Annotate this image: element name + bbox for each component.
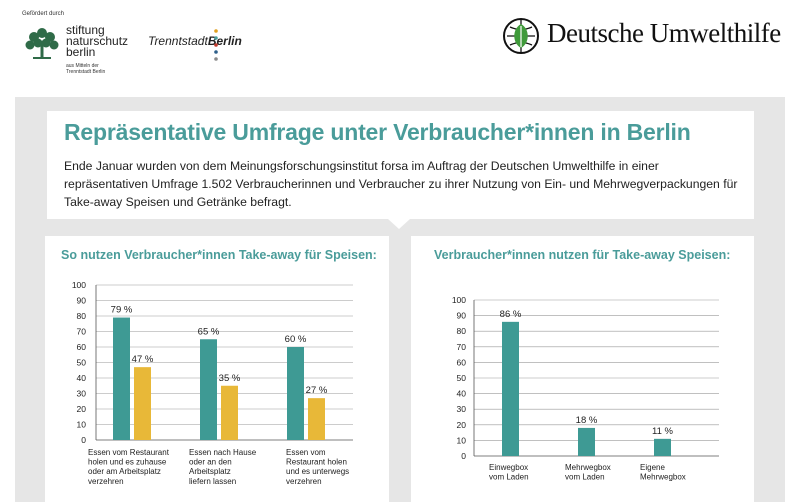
chart-title-usage: So nutzen Verbraucher*innen Take-away fü… — [61, 248, 377, 262]
y-tick-label: 70 — [77, 327, 87, 337]
bar — [654, 438, 671, 456]
trenntstadt-dot — [214, 36, 218, 40]
trenntstadt-prefix: Trenntstadt — [148, 34, 208, 48]
trenntstadt-dot — [214, 50, 218, 54]
category-label: Essen nach Hause oder an den Arbeitsplatz l… — [189, 448, 257, 486]
globe-leaf-logo-icon — [503, 18, 539, 54]
bar — [200, 339, 217, 440]
y-tick-label: 70 — [457, 342, 467, 352]
tree-logo-icon — [25, 28, 59, 59]
header: Gefördert durch stiftung naturschutz ber… — [0, 0, 800, 96]
category-label: Essen vom Restaurant holen und es zuhause… — [88, 448, 170, 486]
chart-card-packaging — [411, 236, 754, 502]
y-tick-label: 0 — [81, 435, 86, 445]
duh-wordmark: Deutsche Umwelthilfe — [547, 18, 781, 48]
y-tick-label: 50 — [457, 373, 467, 383]
bar-value-label: 27 % — [306, 385, 328, 396]
bar — [221, 385, 238, 440]
bar-value-label: 79 % — [111, 305, 133, 316]
stiftung-wordmark: stiftung naturschutz berlin — [66, 23, 129, 59]
chart-title-packaging: Verbraucher*innen nutzen für Take-away S… — [434, 248, 731, 262]
y-tick-label: 60 — [77, 342, 87, 352]
y-tick-label: 30 — [457, 404, 467, 414]
y-tick-label: 60 — [457, 357, 467, 367]
y-tick-label: 40 — [77, 373, 87, 383]
stiftung-line: naturschutz — [66, 34, 129, 48]
y-tick-label: 100 — [452, 295, 466, 305]
category-label: Essen vom Restaurant holen und es unterweg… — [286, 448, 349, 486]
stiftung-subline: aus Mitteln der Trenntstadt Berlin — [66, 63, 105, 75]
y-tick-label: 20 — [77, 404, 87, 414]
y-tick-label: 10 — [457, 435, 467, 445]
category-label: Einwegbox vom Laden — [489, 463, 529, 482]
category-label: Mehrwegbox vom Laden — [565, 463, 611, 482]
intro-box — [47, 111, 754, 219]
bar-value-label: 47 % — [132, 354, 154, 365]
funded-by-label: Gefördert durch — [22, 11, 65, 17]
bar-value-label: 60 % — [285, 334, 307, 345]
bar-value-label: 86 % — [500, 309, 522, 320]
intro-pointer — [388, 219, 410, 229]
y-tick-label: 100 — [72, 280, 86, 290]
bar-value-label: 35 % — [219, 373, 241, 384]
stiftung-line: berlin — [66, 45, 96, 59]
y-tick-label: 20 — [457, 420, 467, 430]
bar-value-label: 65 % — [198, 326, 220, 337]
category-label: Eigene Mehrwegbox — [640, 463, 686, 482]
y-tick-label: 30 — [77, 389, 87, 399]
y-tick-label: 40 — [457, 389, 467, 399]
bar — [113, 317, 130, 440]
trenntstadt-dots-icon — [214, 29, 218, 61]
bar — [578, 427, 595, 456]
bar-value-label: 11 % — [652, 426, 674, 437]
y-tick-label: 80 — [77, 311, 87, 321]
page-title: Repräsentative Umfrage unter Verbraucher… — [64, 119, 691, 145]
y-tick-label: 10 — [77, 420, 87, 430]
bar — [287, 347, 304, 440]
y-tick-label: 90 — [457, 311, 467, 321]
intro-text: Ende Januar wurden von dem Meinungsforsc… — [64, 159, 738, 209]
bar — [308, 398, 325, 440]
y-tick-label: 50 — [77, 358, 87, 368]
trenntstadt-dot — [214, 29, 218, 33]
stiftung-line: stiftung — [66, 23, 105, 37]
bar — [502, 321, 519, 456]
bar-value-label: 18 % — [576, 415, 598, 426]
y-tick-label: 80 — [457, 326, 467, 336]
y-tick-label: 0 — [461, 451, 466, 461]
trenntstadt-dot — [214, 43, 218, 47]
trenntstadt-dot — [214, 57, 218, 61]
bar — [134, 367, 151, 440]
stiftung-sub-line: aus Mitteln der — [66, 63, 99, 69]
stiftung-sub-line: Trenntstadt Berlin — [66, 69, 106, 75]
y-tick-label: 90 — [77, 296, 87, 306]
